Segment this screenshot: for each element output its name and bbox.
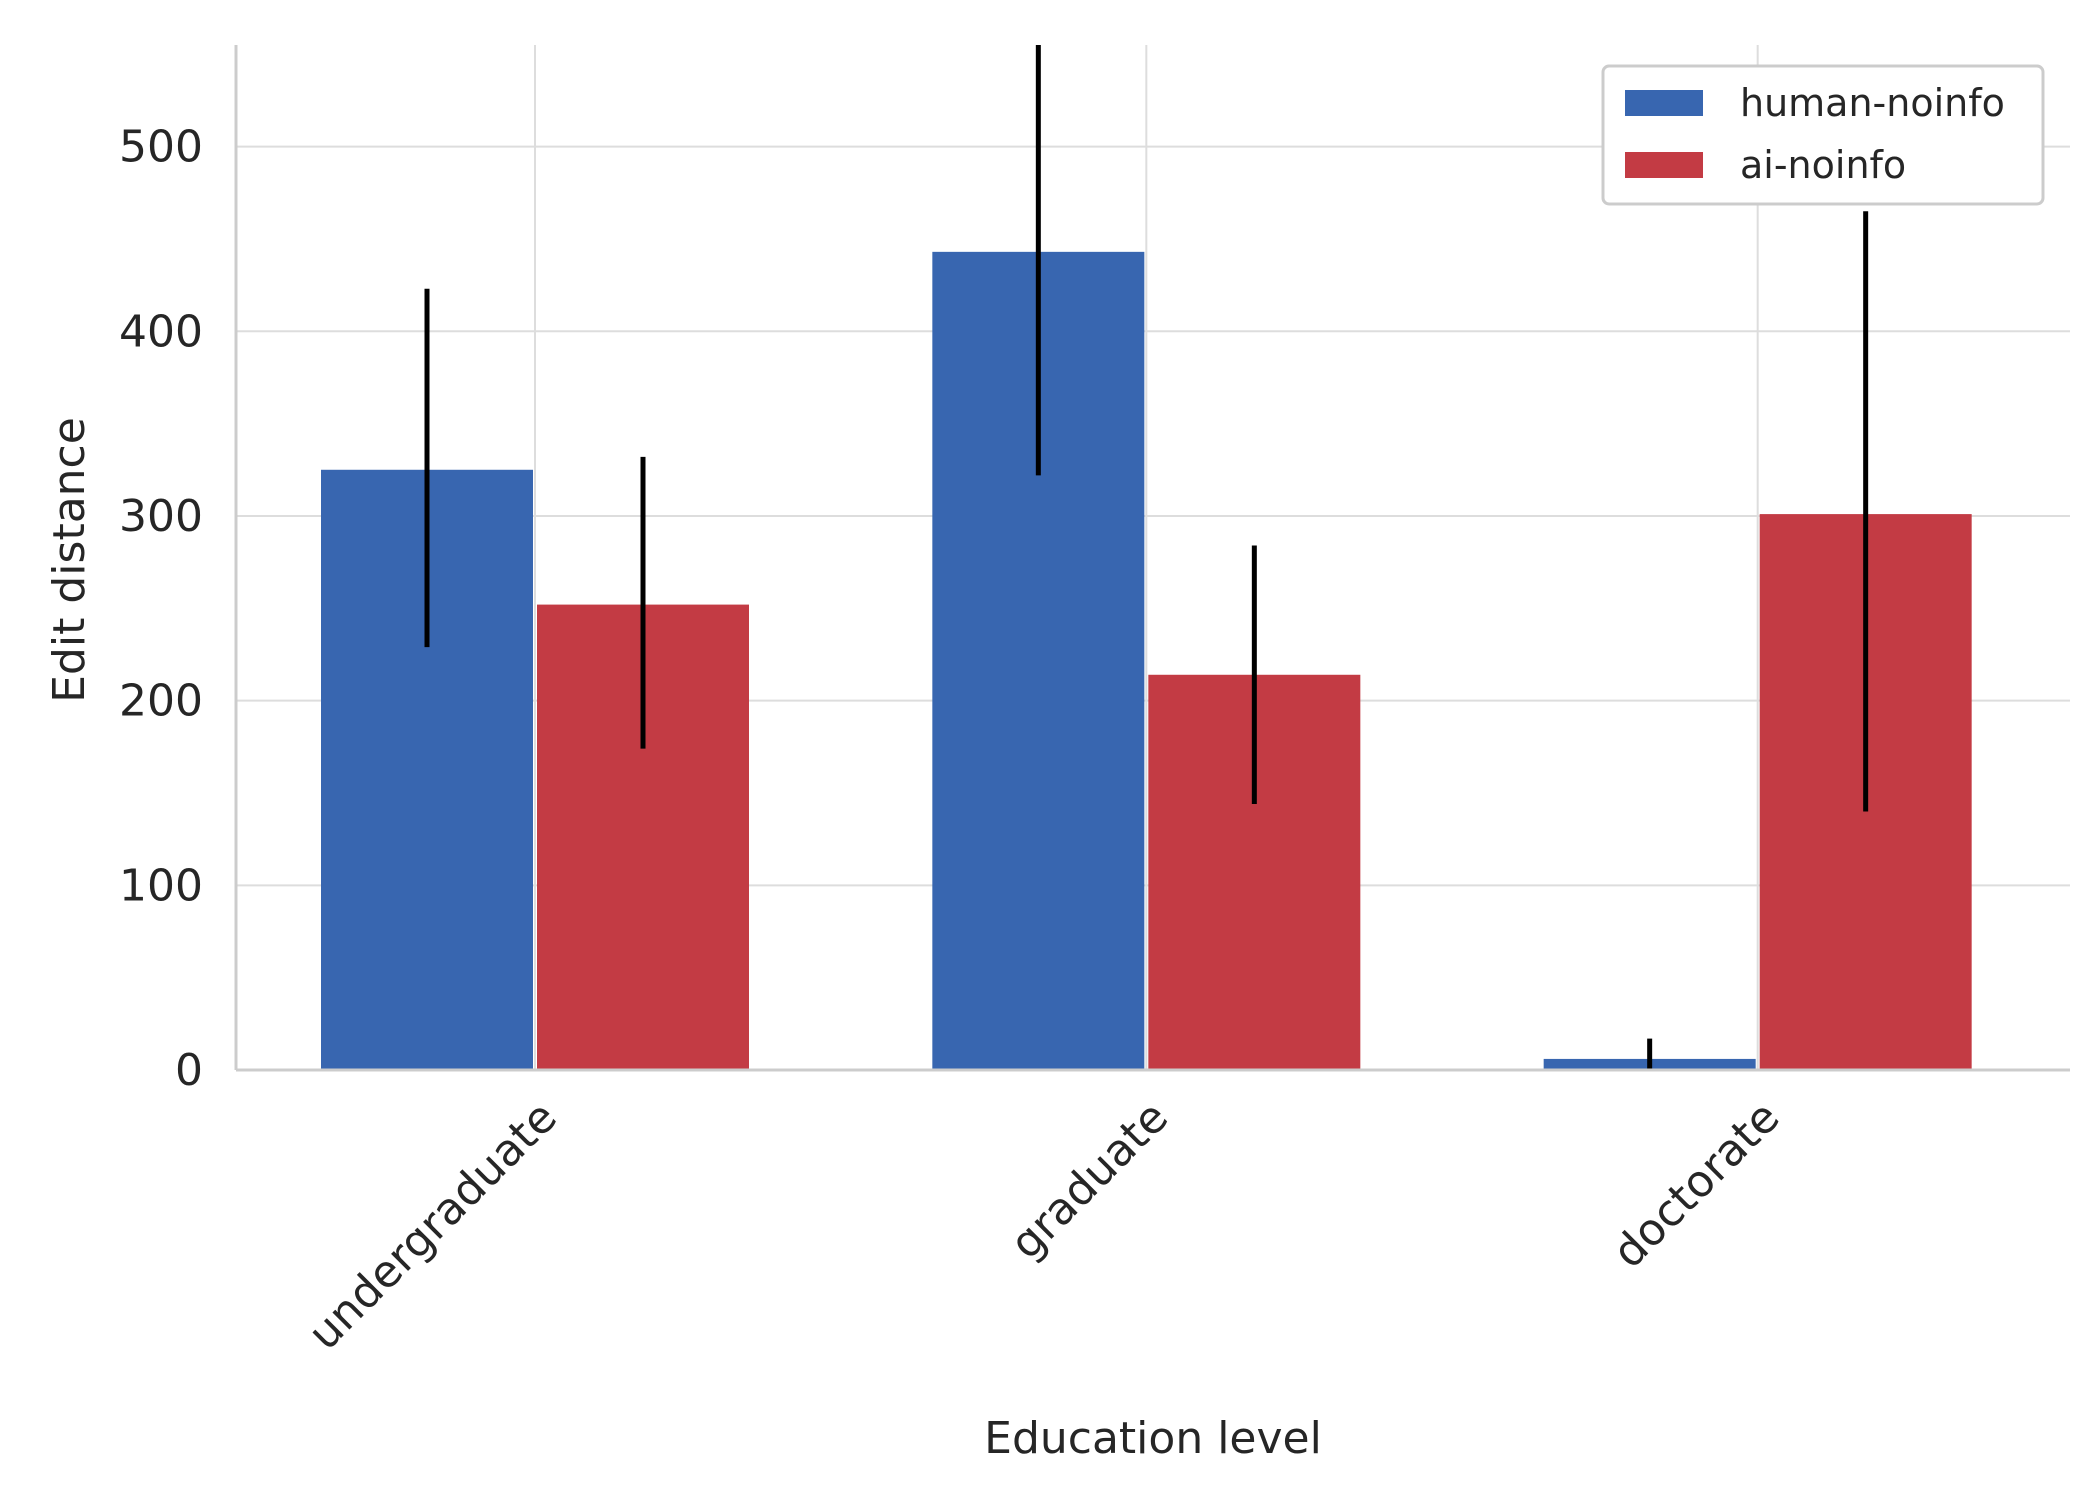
axes bbox=[234, 45, 2070, 1072]
y-tick-label: 400 bbox=[119, 306, 203, 357]
y-tick-label: 0 bbox=[175, 1045, 203, 1096]
y-tick-label: 300 bbox=[119, 491, 203, 542]
x-axis-label: Education level bbox=[984, 1413, 1322, 1464]
x-tick-label-graduate: graduate bbox=[1001, 1092, 1179, 1270]
x-tick-label-doctorate: doctorate bbox=[1603, 1092, 1789, 1278]
legend-frame bbox=[1601, 64, 2045, 206]
x-tick-labels: undergraduate graduate doctorate bbox=[299, 1092, 1790, 1360]
x-tick-label-undergraduate: undergraduate bbox=[299, 1092, 567, 1360]
legend-swatch-human-noinfo bbox=[1625, 90, 1703, 116]
legend-label-ai-noinfo: ai-noinfo bbox=[1740, 143, 1906, 187]
y-tick-labels: 0 100 200 300 400 500 bbox=[119, 122, 203, 1096]
legend-swatch-ai-noinfo bbox=[1625, 152, 1703, 178]
error-bars bbox=[424, 45, 1869, 1070]
y-tick-label: 500 bbox=[119, 122, 203, 173]
y-axis-label: Edit distance bbox=[44, 417, 95, 703]
y-tick-label: 200 bbox=[119, 676, 203, 727]
legend-label-human-noinfo: human-noinfo bbox=[1740, 81, 2005, 125]
legend: human-noinfo ai-noinfo bbox=[1601, 64, 2045, 206]
y-tick-label: 100 bbox=[119, 860, 203, 911]
